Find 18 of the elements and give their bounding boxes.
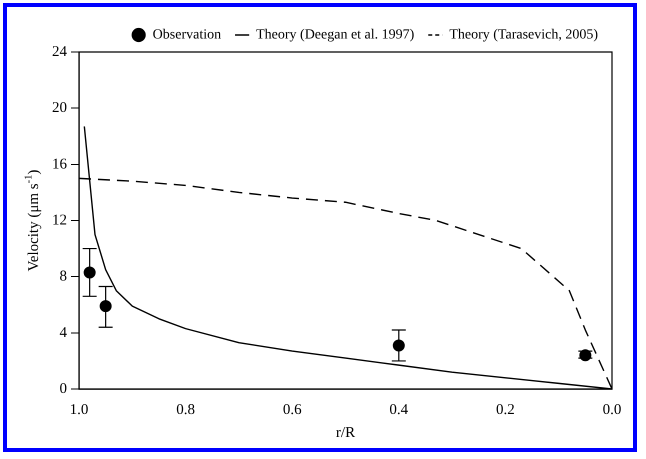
x-tick-label: 0.2	[496, 402, 515, 418]
x-tick-label: 0.6	[282, 402, 302, 418]
x-tick-label: 0.0	[602, 402, 622, 418]
legend-label: Theory (Deegan et al. 1997)	[256, 28, 415, 43]
y-tick-label: 0	[60, 380, 67, 397]
legend-label: Theory (Tarasevich, 2005)	[449, 28, 598, 43]
y-axis-title: Velocity (μm s-1)	[24, 170, 42, 272]
y-tick-label: 12	[52, 212, 67, 228]
x-tick-label: 0.4	[389, 402, 409, 418]
y-tick-label: 16	[52, 156, 68, 172]
y-tick-label: 20	[52, 100, 67, 116]
x-axis-title: r/R	[336, 424, 356, 441]
y-tick-label: 24	[52, 44, 68, 60]
y-tick-label: 8	[60, 268, 67, 285]
y-tick-label: 4	[60, 324, 68, 341]
x-tick-label: 0.8	[176, 402, 195, 418]
legend-label: Observation	[152, 28, 222, 43]
x-tick-label: 1.0	[70, 402, 88, 418]
